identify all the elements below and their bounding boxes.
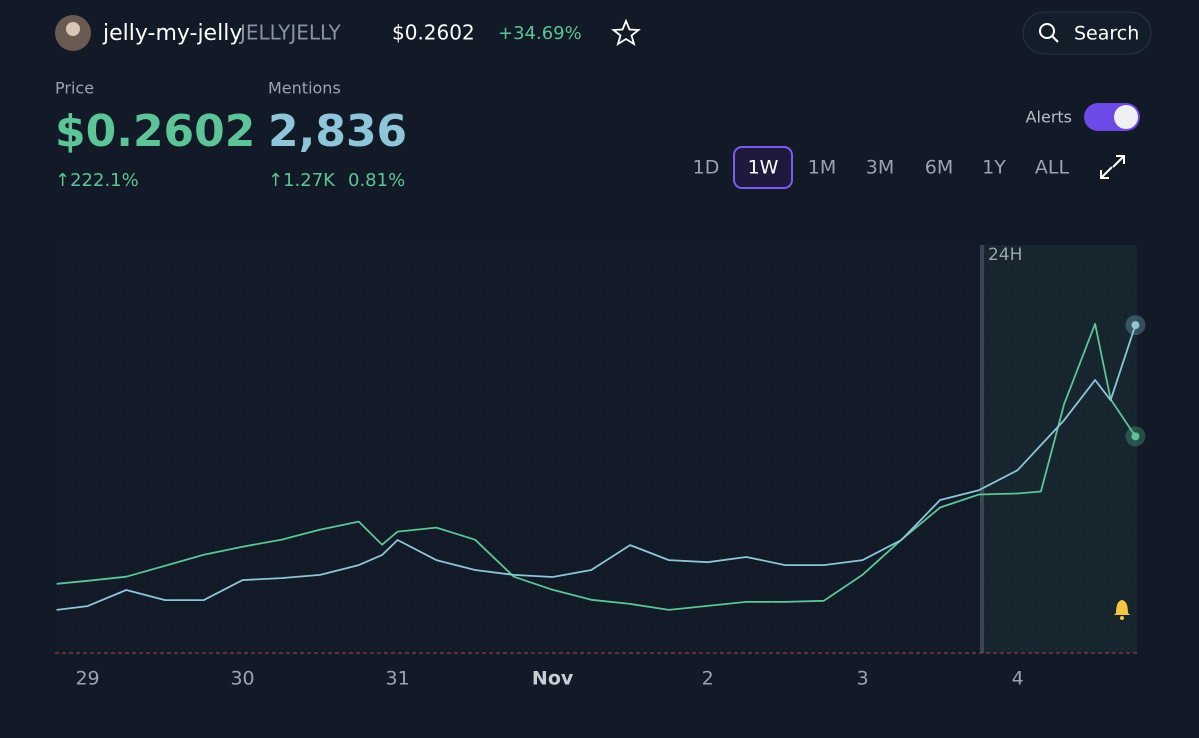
range-button[interactable]: 1Y xyxy=(982,157,1006,179)
range-button[interactable]: 1W xyxy=(748,157,779,179)
range-button[interactable]: ALL xyxy=(1035,157,1070,179)
chart-background xyxy=(55,245,1137,653)
token-ticker: JELLYJELLY xyxy=(238,21,342,45)
x-tick-label: Nov xyxy=(532,668,574,690)
chart: 24H 29 30 31 Nov 2 3 4 xyxy=(55,245,1146,690)
range-button-active[interactable] xyxy=(733,146,793,189)
series-line xyxy=(56,323,1137,611)
range-button[interactable]: 3M xyxy=(866,157,894,179)
stat-label: Price xyxy=(55,79,94,98)
x-tick-label: 30 xyxy=(230,668,254,690)
stat-change-percent: 0.81% xyxy=(348,170,405,191)
series-line xyxy=(56,324,1137,611)
header-change: +34.69% xyxy=(498,23,582,44)
alerts-label: Alerts xyxy=(1026,108,1072,127)
stat-value: $0.2602 xyxy=(55,106,255,157)
x-tick-label: 2 xyxy=(702,668,714,690)
x-tick-label: 3 xyxy=(857,668,869,690)
search-label: Search xyxy=(1074,23,1139,45)
favorite-star[interactable] xyxy=(611,18,641,47)
x-tick-label: 4 xyxy=(1012,668,1024,690)
token-name: jelly-my-jelly xyxy=(102,21,242,46)
range-button[interactable]: 1M xyxy=(808,157,836,179)
avatar-face xyxy=(66,22,80,36)
recent-region xyxy=(981,245,1137,653)
marker-label: 24H xyxy=(988,245,1022,265)
search-icon-handle xyxy=(1051,35,1059,43)
alert-bell[interactable] xyxy=(1114,600,1130,615)
end-dot xyxy=(1131,321,1140,330)
stat-change: ↑222.1% xyxy=(55,170,139,191)
bell-clapper xyxy=(1120,616,1124,620)
header-price: $0.2602 xyxy=(392,21,475,45)
stat-value: 2,836 xyxy=(268,106,407,157)
stat-change: ↑1.27K xyxy=(268,170,336,191)
stat-label: Mentions xyxy=(268,79,341,98)
search-icon xyxy=(1039,23,1055,39)
end-dot xyxy=(1131,432,1140,441)
expand-button[interactable] xyxy=(1100,155,1125,179)
search-button[interactable] xyxy=(1022,11,1152,55)
x-tick-label: 29 xyxy=(75,668,99,690)
range-button[interactable]: 1D xyxy=(693,157,720,179)
range-button[interactable]: 6M xyxy=(925,157,953,179)
x-tick-label: 31 xyxy=(385,668,409,690)
toggle-knob xyxy=(1114,105,1138,129)
